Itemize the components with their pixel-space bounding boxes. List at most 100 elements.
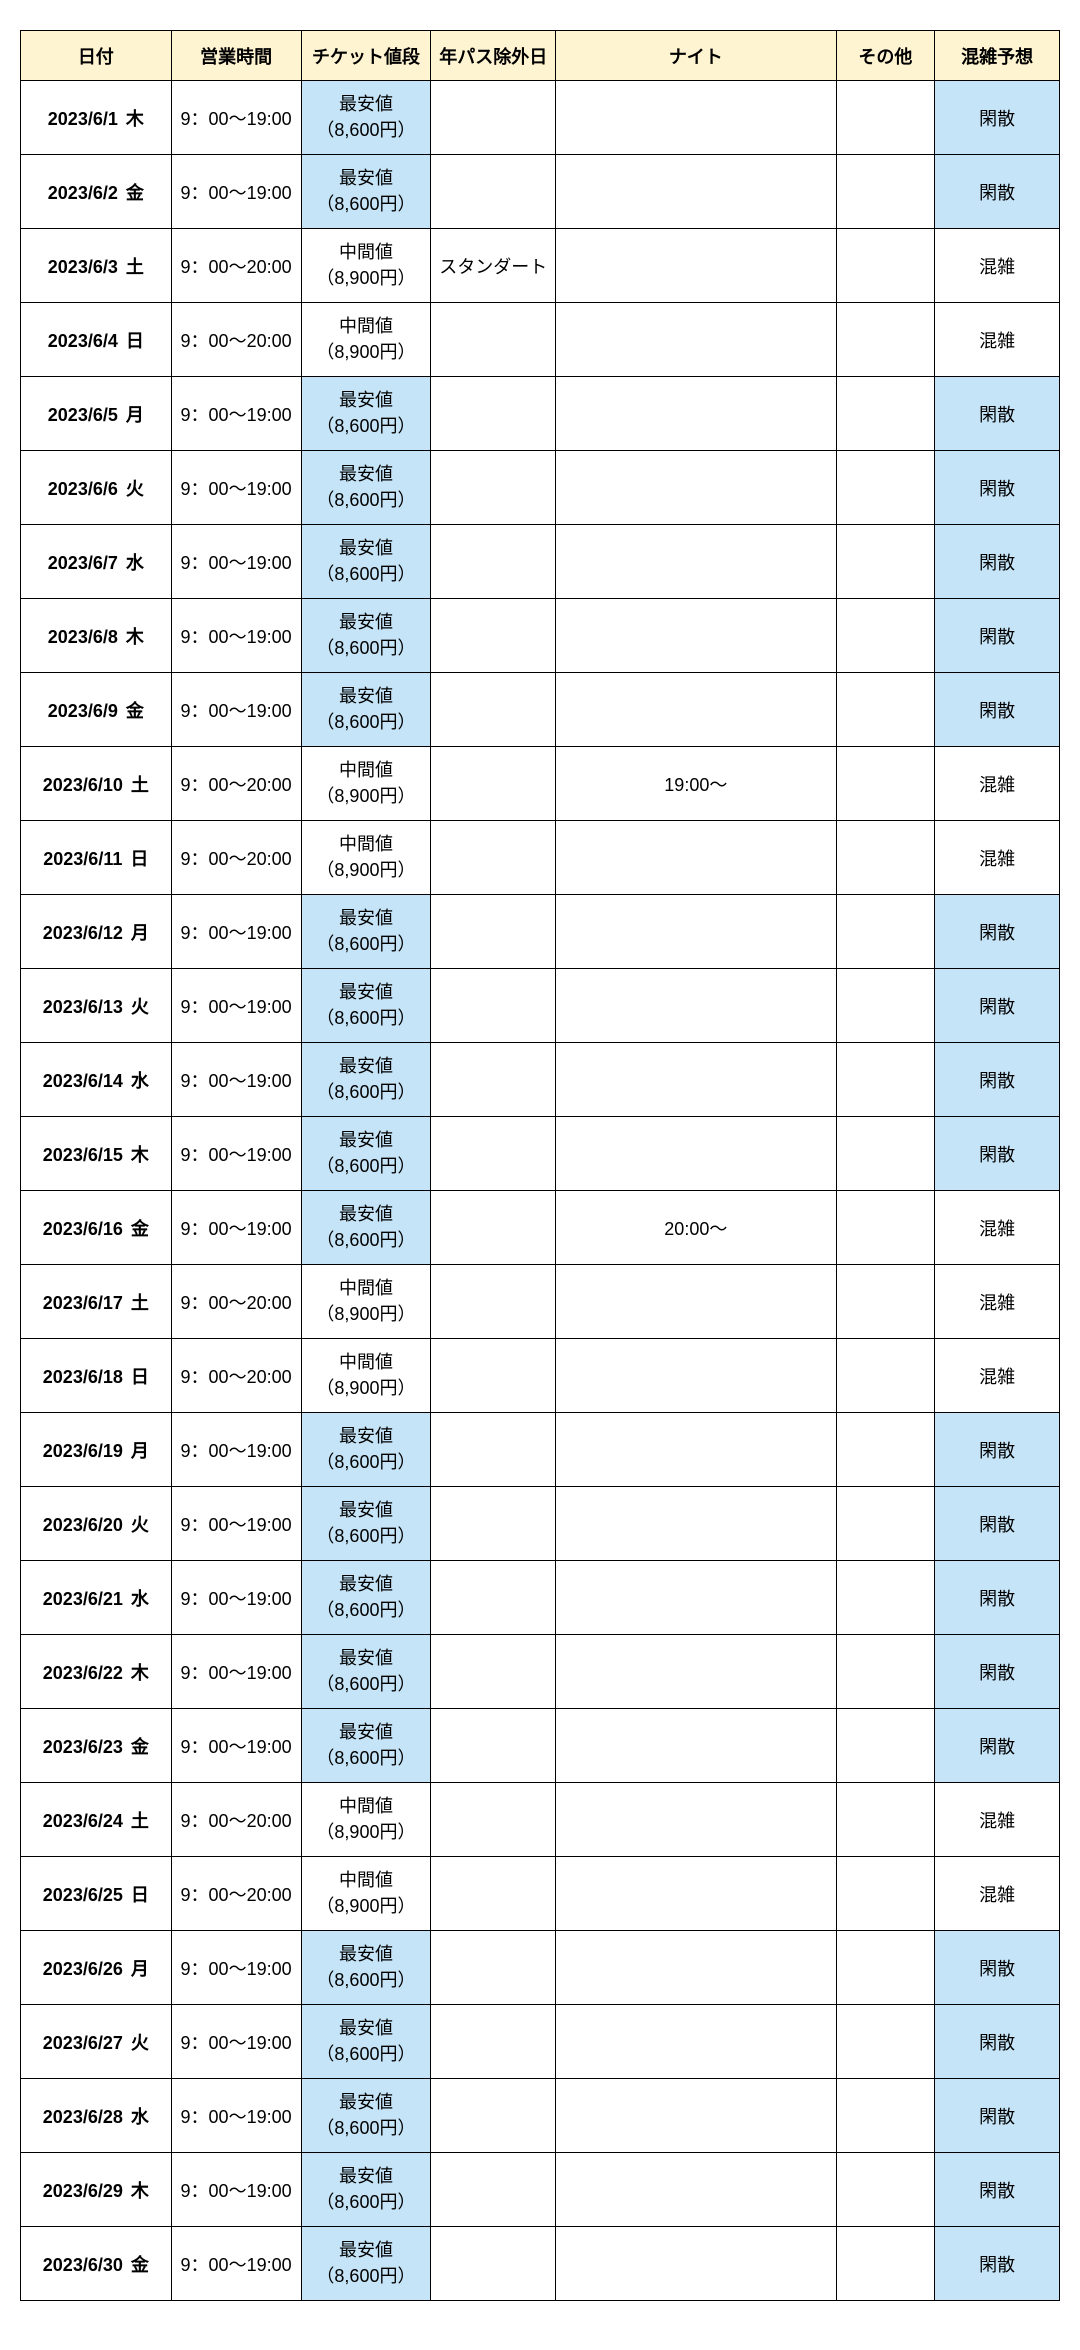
cell-ticket: 中間値（8,900円） (301, 1783, 431, 1857)
cell-other (836, 2227, 935, 2301)
cell-crowd: 閑散 (935, 1561, 1060, 1635)
date-text: 2023/6/11 (43, 849, 122, 870)
ticket-price: （8,600円） (302, 636, 431, 661)
cell-crowd: 閑散 (935, 2079, 1060, 2153)
cell-date: 2023/6/10土 (21, 747, 172, 821)
cell-ticket: 最安値（8,600円） (301, 1709, 431, 1783)
table-row: 2023/6/17土9：00～20:00中間値（8,900円）混雑 (21, 1265, 1060, 1339)
cell-exclude (431, 2005, 556, 2079)
ticket-label: 最安値 (302, 1202, 431, 1227)
date-text: 2023/6/17 (43, 1293, 123, 1314)
cell-ticket: 最安値（8,600円） (301, 451, 431, 525)
cell-crowd: 閑散 (935, 1931, 1060, 2005)
cell-date: 2023/6/29木 (21, 2153, 172, 2227)
cell-date: 2023/6/22木 (21, 1635, 172, 1709)
cell-other (836, 303, 935, 377)
cell-exclude (431, 1783, 556, 1857)
day-of-week: 土 (131, 1289, 149, 1315)
date-text: 2023/6/24 (43, 1811, 123, 1832)
cell-other (836, 1857, 935, 1931)
date-text: 2023/6/19 (43, 1441, 123, 1462)
cell-ticket: 最安値（8,600円） (301, 1117, 431, 1191)
cell-crowd: 閑散 (935, 1413, 1060, 1487)
cell-ticket: 最安値（8,600円） (301, 2079, 431, 2153)
cell-date: 2023/6/30金 (21, 2227, 172, 2301)
cell-night (556, 1857, 837, 1931)
cell-exclude (431, 673, 556, 747)
date-text: 2023/6/27 (43, 2033, 123, 2054)
cell-crowd: 混雑 (935, 1857, 1060, 1931)
table-row: 2023/6/22木9：00～19:00最安値（8,600円）閑散 (21, 1635, 1060, 1709)
ticket-label: 中間値 (302, 1276, 431, 1301)
day-of-week: 金 (131, 1733, 149, 1759)
header-crowd: 混雑予想 (935, 31, 1060, 81)
table-row: 2023/6/24土9：00～20:00中間値（8,900円）混雑 (21, 1783, 1060, 1857)
cell-other (836, 747, 935, 821)
cell-night: 19:00～ (556, 747, 837, 821)
cell-exclude (431, 303, 556, 377)
cell-date: 2023/6/14水 (21, 1043, 172, 1117)
date-text: 2023/6/15 (43, 1145, 123, 1166)
table-row: 2023/6/27火9：00～19:00最安値（8,600円）閑散 (21, 2005, 1060, 2079)
cell-ticket: 最安値（8,600円） (301, 1043, 431, 1117)
cell-other (836, 895, 935, 969)
cell-night (556, 599, 837, 673)
cell-ticket: 中間値（8,900円） (301, 303, 431, 377)
cell-hours: 9：00～19:00 (171, 2079, 301, 2153)
cell-hours: 9：00～19:00 (171, 1117, 301, 1191)
cell-other (836, 2005, 935, 2079)
cell-exclude (431, 2079, 556, 2153)
table-row: 2023/6/29木9：00～19:00最安値（8,600円）閑散 (21, 2153, 1060, 2227)
cell-ticket: 最安値（8,600円） (301, 1487, 431, 1561)
ticket-label: 最安値 (302, 2090, 431, 2115)
cell-hours: 9：00～19:00 (171, 377, 301, 451)
cell-date: 2023/6/20火 (21, 1487, 172, 1561)
cell-other (836, 1487, 935, 1561)
cell-other (836, 1265, 935, 1339)
cell-night (556, 1339, 837, 1413)
header-exclude: 年パス除外日 (431, 31, 556, 81)
table-row: 2023/6/28水9：00～19:00最安値（8,600円）閑散 (21, 2079, 1060, 2153)
ticket-price: （8,600円） (302, 1006, 431, 1031)
cell-hours: 9：00～19:00 (171, 599, 301, 673)
cell-date: 2023/6/13火 (21, 969, 172, 1043)
day-of-week: 月 (131, 1437, 149, 1463)
table-row: 2023/6/5月9：00～19:00最安値（8,600円）閑散 (21, 377, 1060, 451)
cell-exclude (431, 81, 556, 155)
cell-ticket: 中間値（8,900円） (301, 1339, 431, 1413)
cell-night: 20:00～ (556, 1191, 837, 1265)
cell-night (556, 229, 837, 303)
cell-night (556, 2153, 837, 2227)
cell-exclude (431, 1487, 556, 1561)
date-text: 2023/6/23 (43, 1737, 123, 1758)
cell-hours: 9：00～19:00 (171, 155, 301, 229)
ticket-label: 最安値 (302, 2164, 431, 2189)
cell-exclude (431, 1265, 556, 1339)
cell-exclude (431, 1191, 556, 1265)
cell-hours: 9：00～19:00 (171, 969, 301, 1043)
date-text: 2023/6/30 (43, 2255, 123, 2276)
ticket-price: （8,600円） (302, 2042, 431, 2067)
date-text: 2023/6/7 (48, 553, 118, 574)
ticket-price: （8,600円） (302, 1080, 431, 1105)
cell-hours: 9：00～20:00 (171, 821, 301, 895)
day-of-week: 日 (130, 845, 148, 871)
cell-date: 2023/6/7水 (21, 525, 172, 599)
cell-hours: 9：00～20:00 (171, 1857, 301, 1931)
table-row: 2023/6/7水9：00～19:00最安値（8,600円）閑散 (21, 525, 1060, 599)
cell-crowd: 閑散 (935, 2153, 1060, 2227)
cell-night (556, 525, 837, 599)
cell-hours: 9：00～19:00 (171, 895, 301, 969)
cell-ticket: 最安値（8,600円） (301, 2227, 431, 2301)
cell-exclude (431, 1339, 556, 1413)
date-text: 2023/6/4 (48, 331, 118, 352)
cell-night (556, 673, 837, 747)
cell-other (836, 1931, 935, 2005)
day-of-week: 日 (131, 1363, 149, 1389)
cell-crowd: 閑散 (935, 1117, 1060, 1191)
cell-night (556, 155, 837, 229)
cell-hours: 9：00～19:00 (171, 81, 301, 155)
table-row: 2023/6/3土9：00～20:00中間値（8,900円）スタンダート混雑 (21, 229, 1060, 303)
cell-exclude: スタンダート (431, 229, 556, 303)
cell-hours: 9：00～20:00 (171, 229, 301, 303)
